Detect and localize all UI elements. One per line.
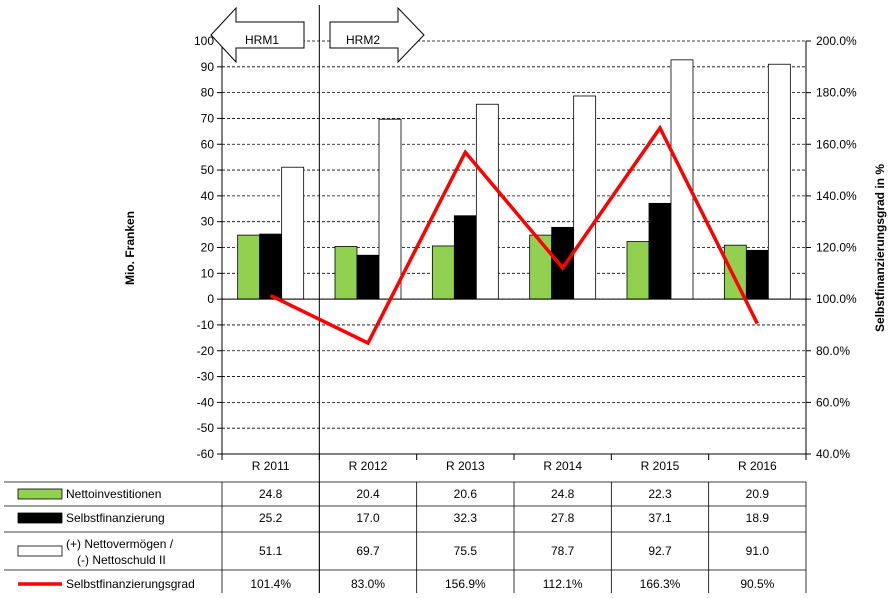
bar xyxy=(475,103,499,300)
hrm1-label: HRM1 xyxy=(245,33,279,47)
category-label: R 2013 xyxy=(446,459,485,473)
legend-label: Selbstfinanzierung xyxy=(66,511,165,525)
data-label: 156.9% xyxy=(445,577,486,591)
y-tick-label: -30 xyxy=(197,370,215,384)
data-label: 69.7 xyxy=(356,544,380,558)
legend-label: (+) Nettovermögen / xyxy=(66,537,174,551)
data-label: 25.2 xyxy=(259,511,283,525)
bar xyxy=(767,63,791,300)
gridlines xyxy=(222,40,806,429)
bar xyxy=(573,95,597,300)
data-label: 37.1 xyxy=(648,511,672,525)
y-tick-label: -60 xyxy=(197,447,215,461)
data-label: 27.8 xyxy=(551,511,575,525)
y-axis-label: Mio. Franken xyxy=(123,211,137,285)
bar xyxy=(626,241,650,300)
data-label: 20.4 xyxy=(356,487,380,501)
bar xyxy=(259,233,283,300)
data-label: 90.5% xyxy=(740,577,774,591)
legend-swatch xyxy=(17,488,63,500)
category-label: R 2015 xyxy=(641,459,680,473)
category-label: R 2012 xyxy=(349,459,388,473)
ratio-line xyxy=(269,124,759,346)
bar xyxy=(378,118,402,300)
category-label: R 2011 xyxy=(252,459,290,473)
bar xyxy=(670,59,694,300)
y-tick-label: -40 xyxy=(197,395,215,409)
bar xyxy=(356,254,380,300)
data-label: 24.8 xyxy=(259,487,283,501)
series-line xyxy=(269,124,759,346)
data-label: 24.8 xyxy=(551,487,575,501)
y-tick-label: -20 xyxy=(197,344,215,358)
y-tick-label: 40 xyxy=(201,189,215,203)
legend-swatch xyxy=(17,545,63,557)
y-tick-label: 10 xyxy=(201,266,215,280)
y2-tick-label: 40.0% xyxy=(816,447,850,461)
hrm1-arrow xyxy=(210,6,305,64)
y2-axis-label: Selbstfinanzierungsgrad in % xyxy=(873,164,887,332)
bar xyxy=(529,234,553,300)
bar xyxy=(237,234,261,300)
data-label: 51.1 xyxy=(259,544,283,558)
y2-tick-label: 80.0% xyxy=(816,344,850,358)
y-tick-label: -50 xyxy=(197,421,215,435)
y2-tick-label: 160.0% xyxy=(816,137,857,151)
data-label: 78.7 xyxy=(551,544,575,558)
bar xyxy=(648,202,672,300)
bar xyxy=(281,166,305,300)
y-tick-label: 30 xyxy=(201,215,215,229)
legend-label: (-) Nettoschuld II xyxy=(77,553,166,567)
y2-tick-labels: 200.0% 180.0% 160.0% 140.0% 120.0% 100.0% 80.0… xyxy=(816,34,857,461)
hrm2-arrow xyxy=(329,6,425,64)
bar xyxy=(551,226,575,300)
y-tick-label: 50 xyxy=(201,163,215,177)
legend-swatch xyxy=(17,512,63,524)
data-label: 166.3% xyxy=(640,577,681,591)
data-label: 20.9 xyxy=(746,487,770,501)
bar xyxy=(334,246,358,300)
y2-tick-label: 60.0% xyxy=(816,395,850,409)
bar xyxy=(745,249,769,300)
bar xyxy=(431,245,455,300)
legend-label: Nettoinvestitionen xyxy=(66,487,161,501)
y-tick-label: 100 xyxy=(194,34,214,48)
data-label: 92.7 xyxy=(648,544,672,558)
y-tick-label: 0 xyxy=(207,292,214,306)
data-label: 22.3 xyxy=(648,487,672,501)
bars xyxy=(237,59,791,300)
data-label: 101.4% xyxy=(250,577,291,591)
y2-tick-label: 140.0% xyxy=(816,189,857,203)
data-label: 91.0 xyxy=(746,544,770,558)
data-label: 17.0 xyxy=(356,511,380,525)
period-arrows: HRM1 HRM2 xyxy=(210,6,425,64)
data-table: R 2011 R 2012 R 2013 R 2014 R 2015 R 2016 Nett… xyxy=(4,459,807,593)
y2-tick-label: 180.0% xyxy=(816,86,857,100)
y-tick-label: 80 xyxy=(201,86,215,100)
y-tick-label: 70 xyxy=(201,111,215,125)
y-tick-label: 90 xyxy=(201,60,215,74)
y2-tick-label: 120.0% xyxy=(816,241,857,255)
y2-tick-label: 200.0% xyxy=(816,34,857,48)
data-label: 32.3 xyxy=(454,511,478,525)
data-label: 112.1% xyxy=(543,577,583,591)
data-label: 20.6 xyxy=(454,487,478,501)
hrm2-label: HRM2 xyxy=(346,33,380,47)
category-label: R 2016 xyxy=(738,459,777,473)
data-label: 83.0% xyxy=(351,577,385,591)
legend-label: Selbstfinanzierungsgrad xyxy=(66,577,195,591)
y-tick-label: 60 xyxy=(201,137,215,151)
data-label: 75.5 xyxy=(454,544,478,558)
data-label: 18.9 xyxy=(746,511,770,525)
category-label: R 2014 xyxy=(543,459,582,473)
y2-tick-label: 100.0% xyxy=(816,292,857,306)
bar xyxy=(453,215,477,300)
y-tick-label: -10 xyxy=(197,318,215,332)
y-tick-label: 20 xyxy=(201,241,215,255)
